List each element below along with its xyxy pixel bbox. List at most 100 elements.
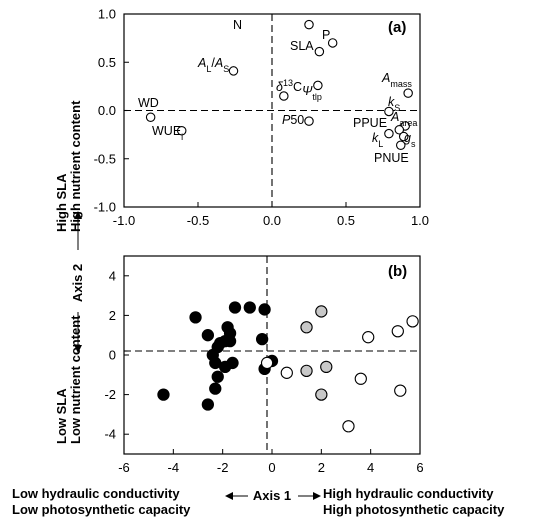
panel-a-xtick-label: -0.5 — [187, 213, 209, 228]
label-AL-AS: AL/AS — [197, 56, 229, 74]
panel-a-ytick-label: -1.0 — [94, 200, 116, 215]
label-d13C: δ13C — [276, 78, 302, 94]
loading-point — [304, 19, 314, 30]
panel-b-ytick-label: 0 — [109, 348, 116, 363]
score-point-black — [255, 333, 269, 346]
score-point-white — [354, 372, 367, 385]
label-PNUE: PNUE — [374, 151, 409, 165]
axis1-right-line2: High photosynthetic capacity — [323, 502, 505, 517]
loading-point — [145, 112, 156, 123]
score-point-black — [226, 356, 239, 370]
label-psi-tlp: Ψtlp — [302, 84, 322, 102]
loading-point — [279, 91, 289, 101]
label-Aarea: Aarea — [390, 110, 417, 128]
axis1-right-line1: High hydraulic conductivity — [323, 486, 494, 501]
score-point-white — [406, 315, 419, 328]
loading-point — [384, 128, 394, 139]
score-point-grey — [315, 388, 328, 401]
axis2-top-line1: High SLA — [54, 173, 69, 232]
panel-b-ytick-label: 4 — [109, 268, 116, 283]
label-kS: kS — [388, 95, 400, 113]
score-point-black — [258, 303, 271, 316]
axis1-annotation: Low hydraulic conductivity Low photosynt… — [12, 486, 505, 517]
panel-a: -1.0 -0.5 0.0 0.5 1.0 1.0 0.5 0.0 -0.5 -1.0 N P S… — [94, 7, 429, 229]
label-gs: gs — [404, 131, 416, 149]
label-SLA: SLA — [290, 39, 314, 53]
score-point-grey — [315, 305, 328, 318]
panel-b-ticks — [123, 275, 421, 454]
score-point-white — [391, 325, 404, 338]
score-point-grey — [300, 364, 313, 377]
loading-point — [314, 46, 325, 57]
score-point-white — [342, 420, 355, 433]
score-point-black — [223, 327, 237, 340]
loading-point — [304, 116, 314, 126]
panel-a-ytick-label: -0.5 — [94, 151, 116, 166]
score-point-white — [280, 366, 293, 379]
panel-a-xtick-label: 0.0 — [263, 213, 281, 228]
panel-b-xtick-label: -6 — [118, 460, 130, 475]
score-point-black — [189, 311, 202, 324]
loading-point — [394, 125, 405, 135]
axis2-bottom-line1: Low SLA — [54, 388, 69, 444]
axis1-left-line1: Low hydraulic conductivity — [12, 486, 180, 501]
loading-point — [403, 88, 413, 98]
score-point-black — [228, 301, 242, 314]
panel-a-xtick-label: -1.0 — [113, 213, 135, 228]
label-N: N — [233, 18, 242, 32]
score-point-black — [209, 382, 222, 395]
score-point-white — [362, 331, 375, 344]
panel-b-ytick-label: 2 — [109, 308, 116, 323]
score-point-black — [243, 301, 256, 314]
label-PPUE: PPUE — [353, 116, 387, 130]
score-point-grey — [320, 360, 333, 374]
axis1-left-line2: Low photosynthetic capacity — [12, 502, 191, 517]
score-point-grey — [300, 321, 313, 334]
label-P: P — [322, 28, 330, 42]
panel-b-ytick-label: -2 — [104, 387, 116, 402]
panel-a-point-labels: N P SLA AL/AS δ13C Ψtlp Amass kS Aarea P… — [138, 18, 417, 165]
score-point-white — [394, 384, 407, 397]
score-point-black — [211, 370, 224, 383]
loading-point — [313, 80, 323, 91]
panel-b-xtick-label: 4 — [367, 460, 374, 475]
axis2-bottom-line2: Low nutrient content — [68, 315, 83, 444]
panel-b-ytick-label: -4 — [104, 427, 116, 442]
loading-point — [384, 106, 394, 117]
label-kL: kL — [372, 131, 383, 149]
loading-point — [327, 38, 338, 48]
label-WUEi: WUEi — [152, 124, 183, 142]
panel-b-xtick-label: -4 — [168, 460, 180, 475]
panel-a-points — [145, 19, 413, 150]
panel-b-label: (b) — [388, 263, 407, 280]
axis2-annotation: High SLA High nutrient content Axis 2 Lo… — [54, 100, 85, 444]
panel-a-xtick-label: 0.5 — [337, 213, 355, 228]
loading-point — [398, 131, 409, 142]
label-Amass: Amass — [381, 71, 412, 89]
panel-b-xtick-label: 2 — [318, 460, 325, 475]
axis1-title: Axis 1 — [253, 488, 291, 503]
axis2-title: Axis 2 — [70, 264, 85, 302]
panel-a-label: (a) — [388, 19, 406, 36]
loading-point — [228, 66, 239, 76]
loading-point — [176, 126, 187, 136]
panel-a-ytick-label: 1.0 — [98, 7, 116, 22]
panel-b-xtick-label: 6 — [416, 460, 423, 475]
label-WD: WD — [138, 96, 159, 110]
loading-point — [396, 140, 406, 150]
score-point-black — [157, 388, 170, 401]
axis2-top-line2: High nutrient content — [68, 100, 83, 232]
panel-a-xtick-label: 1.0 — [411, 213, 429, 228]
panel-a-ytick-label: 0.0 — [98, 103, 116, 118]
panel-b-xtick-label: 0 — [268, 460, 275, 475]
panel-a-tick-labels: -1.0 -0.5 0.0 0.5 1.0 1.0 0.5 0.0 -0.5 -1.0 — [94, 7, 429, 229]
panel-a-ytick-label: 0.5 — [98, 55, 116, 70]
panel-b: -6 -4 -2 0 2 4 6 4 2 0 -2 -4 (b) — [104, 255, 424, 475]
label-P50: P50 — [282, 113, 304, 127]
panel-b-points — [157, 301, 419, 433]
panel-b-xtick-label: -2 — [217, 460, 229, 475]
score-point-black — [201, 329, 215, 342]
score-point-white — [260, 356, 274, 370]
score-point-black — [201, 398, 215, 411]
